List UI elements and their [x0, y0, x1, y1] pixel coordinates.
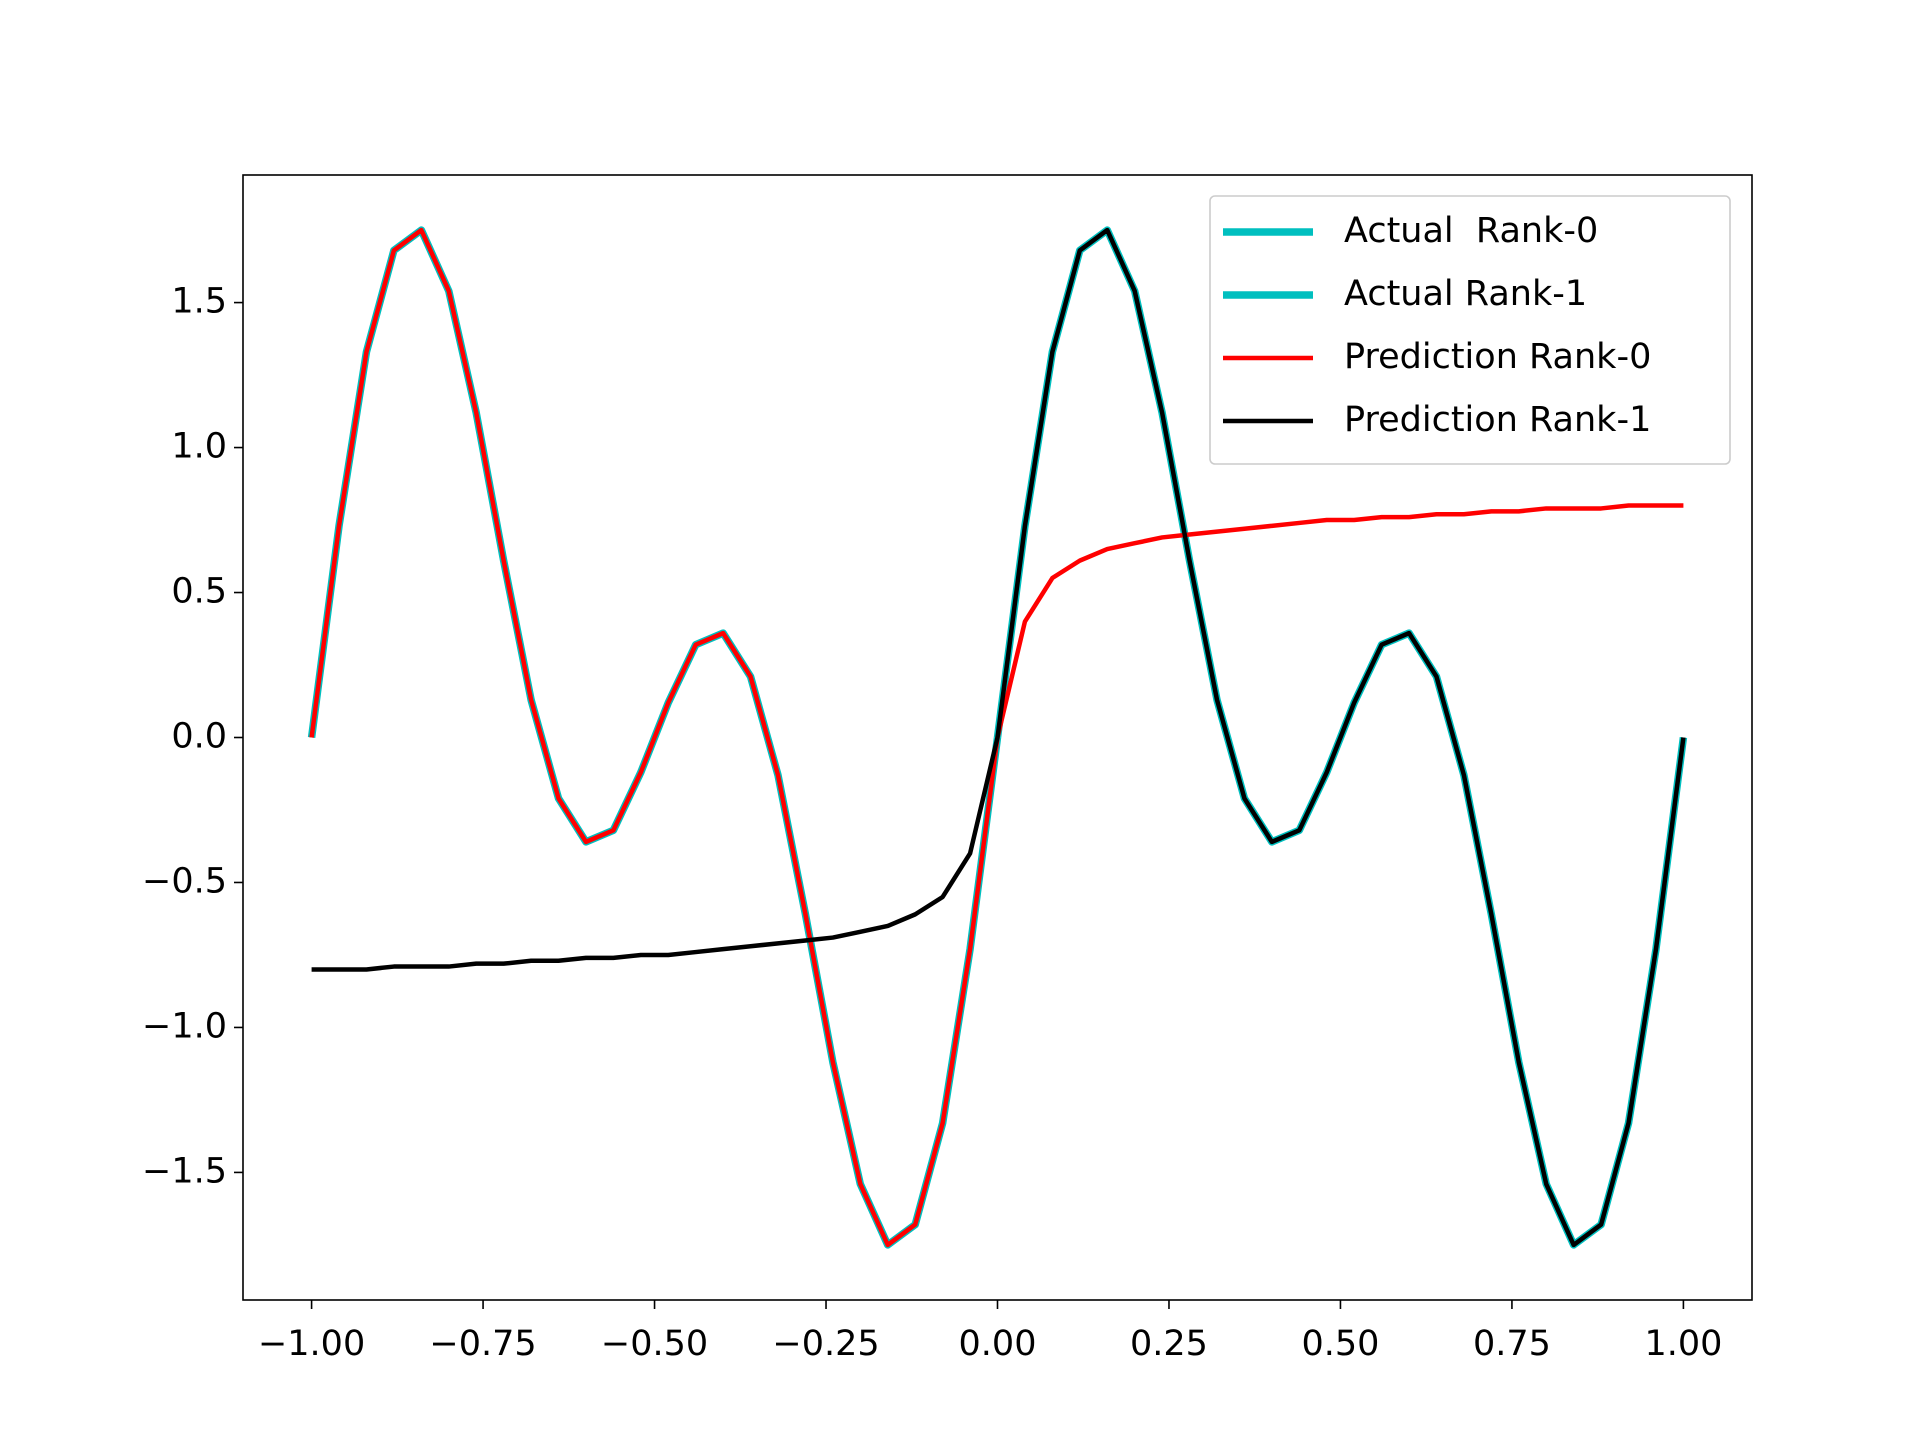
legend-label: Actual Rank-0: [1344, 211, 1598, 251]
x-tick-label: −0.50: [601, 1324, 708, 1364]
series-line: [311, 227, 1686, 1248]
x-tick-label: 0.00: [959, 1324, 1037, 1364]
legend-label: Actual Rank-1: [1344, 274, 1587, 314]
x-tick-label: −1.00: [258, 1324, 365, 1364]
x-tick-label: 0.75: [1473, 1324, 1551, 1364]
legend-label: Prediction Rank-0: [1344, 337, 1651, 377]
legend-label: Prediction Rank-1: [1344, 400, 1651, 440]
legend-box: [1209, 195, 1731, 465]
x-tick-label: 0.25: [1130, 1324, 1208, 1364]
x-tick-label: −0.75: [429, 1324, 536, 1364]
x-tick-label: 0.50: [1301, 1324, 1379, 1364]
y-tick-label: 1.0: [171, 427, 227, 467]
y-tick-label: −1.0: [142, 1006, 227, 1046]
y-tick-label: −1.5: [142, 1151, 227, 1191]
y-tick-label: 1.5: [171, 282, 227, 322]
x-tick-label: 1.00: [1644, 1324, 1722, 1364]
x-tick-label: −0.25: [772, 1324, 879, 1364]
y-tick-label: 0.5: [171, 572, 227, 612]
y-tick-label: −0.5: [142, 861, 227, 901]
plot-frame: [242, 174, 1753, 1301]
y-tick-label: 0.0: [171, 717, 227, 757]
